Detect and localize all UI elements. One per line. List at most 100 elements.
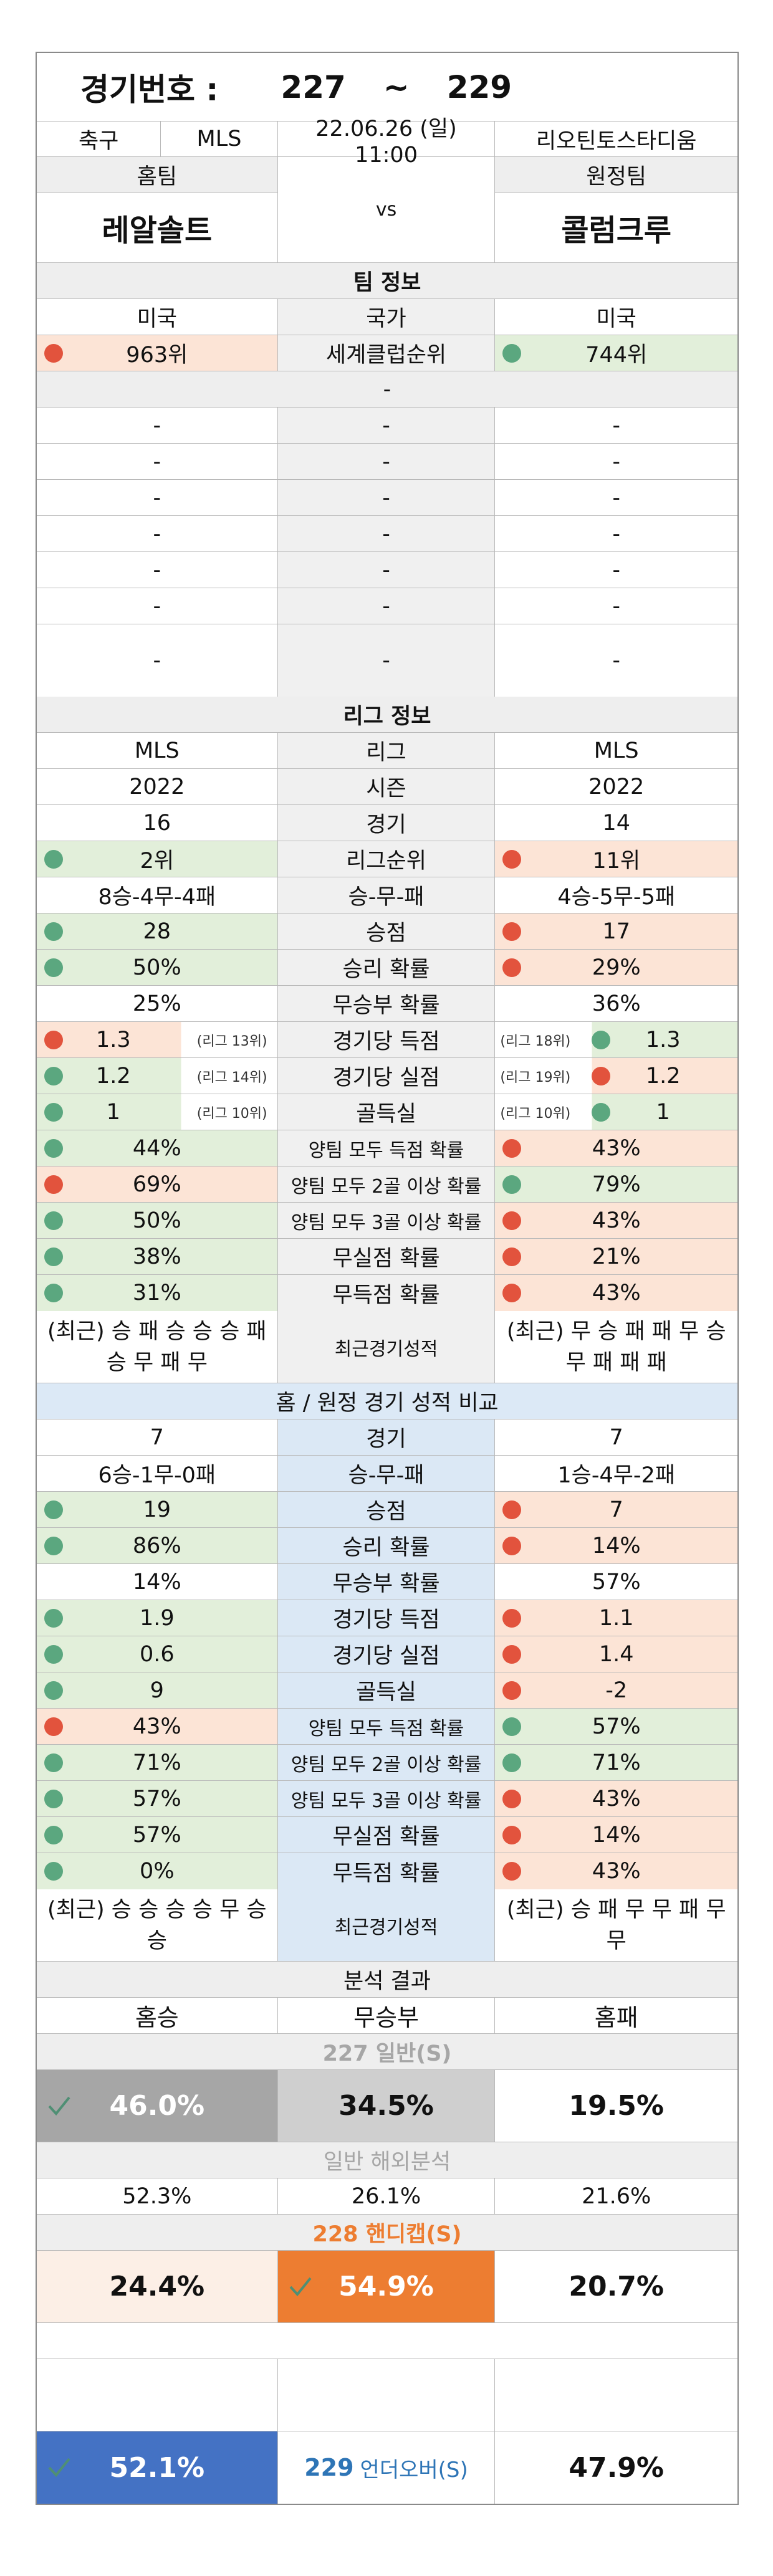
away-stat-value: 1 — [656, 1099, 670, 1125]
dash-row: --- — [37, 588, 737, 624]
stat-label: 양팀 모두 득점 확률 — [277, 1709, 496, 1744]
stat-row: 44% 양팀 모두 득점 확률 43% — [37, 1130, 737, 1166]
stat-row: 86% 승리 확률 14% — [37, 1528, 737, 1564]
overseas-away: 21.6% — [582, 2183, 651, 2209]
vs-label: vs — [278, 157, 496, 262]
home-away-rows: 7 경기 7 6승-1무-0패 승-무-패 1승-4무-2패 19 승점 7 86% 승리 확률 14… — [37, 1419, 737, 1889]
home-stat: 43% — [37, 1709, 278, 1744]
away-team-label: 원정팀 — [495, 157, 737, 193]
home-stat-value: 71% — [132, 1750, 181, 1775]
analysis-sheet: 경기번호 : 227 ~ 229 축구 MLS 22.06.26 (일) 11:… — [36, 52, 739, 2505]
status-dot-icon — [592, 1102, 611, 1122]
home-stat: 19 — [37, 1492, 278, 1527]
away-stat: 21% — [495, 1239, 737, 1274]
sport-cell: 축구 — [37, 122, 161, 156]
teams-block: 홈팀 레알솔트 vs 원정팀 콜럼크루 — [37, 157, 737, 263]
away-stat-value: 14% — [592, 1533, 641, 1558]
status-dot-icon — [502, 1862, 522, 1881]
away-world-rank: 744위 — [495, 335, 737, 371]
overseas-home: 52.3% — [37, 2178, 278, 2214]
home-team-name: 레알솔트 — [102, 213, 213, 248]
empty-cell — [37, 2359, 278, 2431]
under-over-spacer-row — [37, 2323, 737, 2359]
away-stat: 14% — [495, 1817, 737, 1853]
home-stat-value: 50% — [132, 955, 181, 980]
home-stat: 0% — [37, 1853, 278, 1889]
home-away-recent-label: 최근경기성적 — [277, 1889, 496, 1961]
match-number-start: 227 — [281, 69, 346, 105]
home-stat-value: 1 — [106, 1099, 120, 1125]
stat-row: 16 경기 14 — [37, 805, 737, 841]
status-dot-icon — [502, 1681, 522, 1700]
home-stat: 28 — [37, 914, 278, 949]
home-recent-home-results: (최근) 승 승 승 승 무 승 승 — [37, 1889, 278, 1961]
home-stat-value: 2위 — [140, 849, 175, 874]
away-stat: 17 — [495, 914, 737, 949]
home-stat: 16 — [37, 805, 278, 841]
under-over-text: 언더오버(S) — [360, 2457, 468, 2483]
stat-row: 0.6 경기당 실점 1.4 — [37, 1636, 737, 1672]
away-stat: 7 — [495, 1419, 737, 1455]
home-stat: 69% — [37, 1166, 278, 1202]
stat-label: 무득점 확률 — [277, 1853, 496, 1889]
home-stat-value: 38% — [132, 1244, 181, 1269]
datetime-cell: 22.06.26 (일) 11:00 — [278, 117, 496, 168]
away-stat: 43% — [495, 1781, 737, 1816]
away-stat-value: 7 — [609, 1497, 623, 1522]
status-dot-icon — [44, 1862, 63, 1881]
home-stat: MLS — [37, 733, 278, 768]
away-stat: 79% — [495, 1166, 737, 1202]
stat-row: 57% 양팀 모두 3골 이상 확률 43% — [37, 1781, 737, 1817]
dash-cell: - — [37, 624, 278, 697]
dash-cell: - — [37, 371, 737, 407]
away-league-rank: (리그 18위) — [500, 1033, 571, 1049]
home-league-rank: (리그 13위) — [193, 1023, 271, 1056]
stat-label: 승점 — [277, 914, 496, 949]
away-stat: 43% — [495, 1203, 737, 1238]
check-icon — [48, 2458, 70, 2478]
under-away: 47.9% — [569, 2451, 665, 2484]
status-dot-icon — [44, 1102, 63, 1122]
status-dot-icon — [502, 1536, 522, 1555]
status-dot-icon — [44, 1681, 63, 1700]
status-dot-icon — [44, 1066, 63, 1085]
home-stat-value: 0.6 — [139, 1641, 175, 1667]
under-over-label: 229 언더오버(S) — [277, 2431, 496, 2504]
status-dot-icon — [502, 1284, 522, 1302]
home-stat: 71% — [37, 1745, 278, 1780]
away-stat-value: MLS — [593, 738, 639, 763]
away-stat: 29% — [495, 950, 737, 985]
away-recent-away-results: (최근) 승 패 무 무 패 무 무 — [506, 1897, 726, 1953]
home-stat: 1 (리그 10위) — [37, 1094, 278, 1130]
stat-label: 양팀 모두 3골 이상 확률 — [277, 1203, 496, 1238]
home-stat: 0.6 — [37, 1636, 278, 1672]
away-stat-value: 57% — [592, 1569, 641, 1595]
home-stat: 9 — [37, 1672, 278, 1708]
league-cell: MLS — [161, 122, 278, 156]
dash-cell: - — [277, 480, 496, 515]
overseas-draw: 26.1% — [277, 2178, 496, 2214]
home-stat: 44% — [37, 1130, 278, 1166]
status-dot-icon — [502, 1175, 522, 1194]
spacer-cell — [37, 2323, 737, 2359]
home-stat: 2위 — [37, 841, 278, 877]
home-stat: 31% — [37, 1275, 278, 1311]
home-stat-value: 57% — [132, 1822, 181, 1848]
away-stat-value: 14 — [602, 810, 630, 836]
home-team-col: 홈팀 레알솔트 — [37, 157, 278, 262]
home-stat-value: 2022 — [129, 774, 185, 799]
rank-dot-icon — [502, 343, 522, 363]
handicap-draw-value: 54.9% — [338, 2271, 434, 2302]
stat-label: 무승부 확률 — [277, 1564, 496, 1600]
home-stat-value: 1.3 — [95, 1027, 131, 1052]
away-stat-value: 4승-5무-5패 — [557, 885, 676, 910]
away-stat-value: 14% — [592, 1822, 641, 1848]
country-label: 국가 — [277, 299, 496, 335]
status-dot-icon — [502, 849, 522, 869]
home-stat: 50% — [37, 1203, 278, 1238]
home-stat: 57% — [37, 1781, 278, 1816]
home-league-rank: (리그 10위) — [193, 1095, 271, 1128]
dash-row: --- — [37, 408, 737, 444]
league-info-title-row: 리그 정보 — [37, 697, 737, 733]
away-stat: (리그 18위) 1.3 — [495, 1022, 737, 1057]
